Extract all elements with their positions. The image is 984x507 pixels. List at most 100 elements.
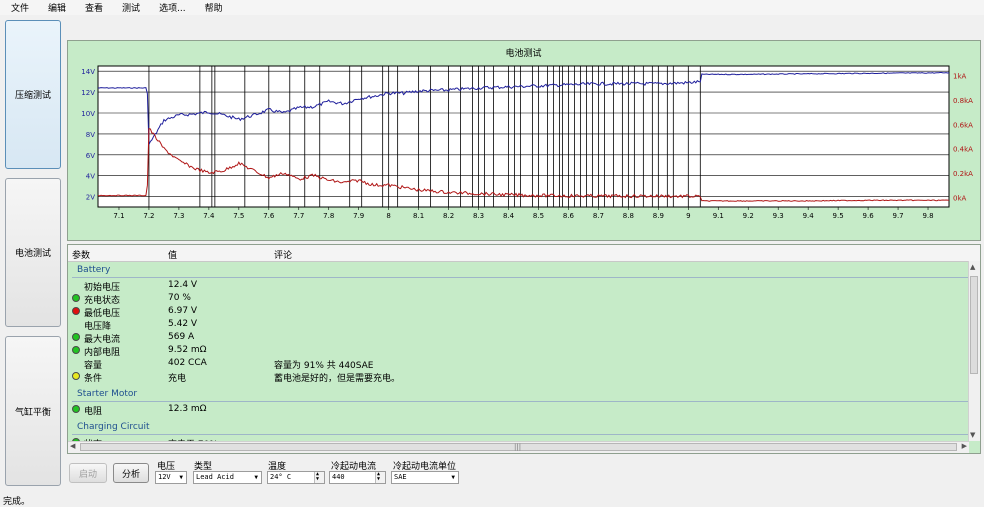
cca-label: 冷起动电流 [331, 462, 377, 472]
temperature-label: 温度 [268, 462, 287, 472]
table-row[interactable]: 最大电流 569 A [68, 331, 968, 345]
y-right-tick-label: 0.4kA [953, 146, 973, 154]
type-value: Lead Acid [196, 473, 234, 481]
scroll-down-icon[interactable]: ▼ [970, 431, 976, 439]
chart-title: 电池测试 [505, 47, 541, 59]
spin-up-icon[interactable]: ▲ [377, 471, 381, 477]
temperature-spinner[interactable]: ▲ ▼ [314, 472, 324, 483]
chevron-down-icon: ▼ [451, 474, 455, 481]
spin-up-icon[interactable]: ▲ [316, 471, 320, 477]
spin-down-icon[interactable]: ▼ [377, 476, 381, 482]
horizontal-scrollbar[interactable]: ◀ ||| ▶ [68, 441, 969, 453]
results-table: 参数 值 评论 Battery 初始电压 12.4 V 充电状态 70 % 最低电压 6.9… [67, 244, 981, 454]
x-tick-label: 9.2 [743, 212, 754, 220]
row-value: 6.97 V [168, 306, 198, 316]
cca-value: 440 [332, 473, 345, 481]
table-row[interactable]: 容量 402 CCA 容量为 91% 共 440SAE [68, 357, 968, 371]
cca-unit-value: SAE [394, 473, 407, 481]
analyze-button-label: 分析 [121, 469, 140, 480]
table-header: 参数 值 评论 [68, 245, 980, 262]
x-tick-label: 7.8 [323, 212, 334, 220]
group-title: Charging Circuit [77, 422, 150, 432]
plot-area [97, 65, 950, 208]
compression-test-button[interactable]: 压缩测试 [5, 20, 61, 169]
x-tick-label: 8.3 [473, 212, 484, 220]
row-param-name: 最大电流 [84, 335, 121, 345]
x-tick-label: 7.7 [293, 212, 304, 220]
menu-edit[interactable]: 编辑 [48, 4, 67, 14]
status-bar-text: 完成。 [3, 497, 31, 507]
y-right-tick-label: 0.6kA [953, 121, 973, 129]
y-right-tick-label: 0.8kA [953, 97, 973, 105]
current-series-line [97, 128, 950, 202]
chart-svg: 电池测试 2V 4V 6V 8V 10V 12V 14V 0kA 0.2kA 0.4kA 0.6kA 0… [81, 47, 973, 220]
y-left-tick-label: 10V [81, 110, 95, 118]
table-row[interactable]: 内部电阻 9.52 mΩ [68, 344, 968, 358]
row-value: 12.3 mΩ [168, 404, 207, 414]
table-row[interactable]: 最低电压 6.97 V [68, 305, 968, 319]
cca-spinner[interactable]: ▲ ▼ [375, 472, 385, 483]
x-tick-label: 7.9 [353, 212, 364, 220]
scroll-right-icon[interactable]: ▶ [961, 442, 967, 450]
row-value: 569 A [168, 332, 195, 342]
table-row[interactable]: 初始电压 12.4 V [68, 279, 968, 293]
chevron-down-icon: ▼ [179, 474, 183, 481]
cca-unit-select[interactable]: SAE ▼ [391, 471, 459, 484]
cylinder-balance-label: 气缸平衡 [14, 407, 51, 418]
menu-view[interactable]: 查看 [85, 4, 104, 14]
scroll-left-icon[interactable]: ◀ [70, 442, 76, 450]
cca-field[interactable]: 440 ▲ ▼ [329, 471, 386, 484]
x-tick-label: 8.7 [593, 212, 604, 220]
menu-test[interactable]: 测试 [122, 4, 141, 14]
menu-help[interactable]: 帮助 [204, 4, 223, 14]
x-tick-label: 9.1 [713, 212, 724, 220]
y-left-tick-label: 4V [86, 173, 95, 181]
status-dot-icon [72, 307, 80, 315]
voltage-value: 12V [158, 473, 171, 481]
vertical-scrollbar[interactable]: ▲ ▼ [968, 261, 980, 441]
horizontal-scroll-thumb[interactable] [80, 443, 957, 451]
status-dot-icon [72, 405, 80, 413]
x-tick-label: 9.3 [773, 212, 784, 220]
menu-options[interactable]: 选项... [159, 4, 186, 14]
x-tick-label: 8.5 [533, 212, 544, 220]
x-tick-label: 9.6 [863, 212, 875, 220]
x-tick-label: 8.1 [413, 212, 424, 220]
table-row[interactable]: 电阻 12.3 mΩ [68, 403, 968, 417]
header-value: 值 [168, 251, 178, 261]
table-row[interactable]: 充电状态 70 % [68, 292, 968, 306]
x-tick-label: 8.2 [443, 212, 454, 220]
x-tick-label: 9.5 [833, 212, 844, 220]
start-button[interactable]: 启动 [69, 463, 107, 483]
status-dot-icon [72, 372, 80, 380]
scroll-up-icon[interactable]: ▲ [970, 263, 976, 271]
row-param-name: 内部电阻 [84, 348, 121, 358]
type-select[interactable]: Lead Acid ▼ [193, 471, 262, 484]
table-row[interactable]: 电压降 5.42 V [68, 318, 968, 332]
group-divider [72, 401, 968, 402]
battery-test-button[interactable]: 电池测试 [5, 178, 61, 327]
x-tick-label: 9 [686, 212, 690, 220]
start-button-label: 启动 [78, 469, 97, 480]
x-tick-label: 9.4 [803, 212, 815, 220]
cca-unit-label: 冷起动电流单位 [393, 462, 457, 472]
status-dot-icon [72, 294, 80, 302]
row-param-name: 最低电压 [84, 309, 121, 319]
x-tick-label: 8.9 [653, 212, 664, 220]
row-param-name: 容量 [84, 361, 103, 371]
y-left-tick-label: 2V [86, 194, 95, 202]
voltage-series-line [97, 72, 950, 145]
x-tick-label: 7.3 [173, 212, 184, 220]
voltage-select[interactable]: 12V ▼ [155, 471, 187, 484]
row-comment: 蓄电池是好的，但是需要充电。 [274, 374, 401, 384]
analyze-button[interactable]: 分析 [113, 463, 149, 483]
vertical-scroll-thumb[interactable] [970, 276, 978, 374]
table-row[interactable]: 条件 充电 蓄电池是好的，但是需要充电。 [68, 370, 968, 384]
cylinder-balance-button[interactable]: 气缸平衡 [5, 336, 61, 486]
group-divider [72, 277, 968, 278]
temperature-field[interactable]: 24° C ▲ ▼ [267, 471, 325, 484]
spin-down-icon[interactable]: ▼ [316, 476, 320, 482]
y-right-tick-label: 0kA [953, 194, 967, 202]
menu-file[interactable]: 文件 [11, 4, 30, 14]
row-comment: 容量为 91% 共 440SAE [274, 361, 374, 371]
